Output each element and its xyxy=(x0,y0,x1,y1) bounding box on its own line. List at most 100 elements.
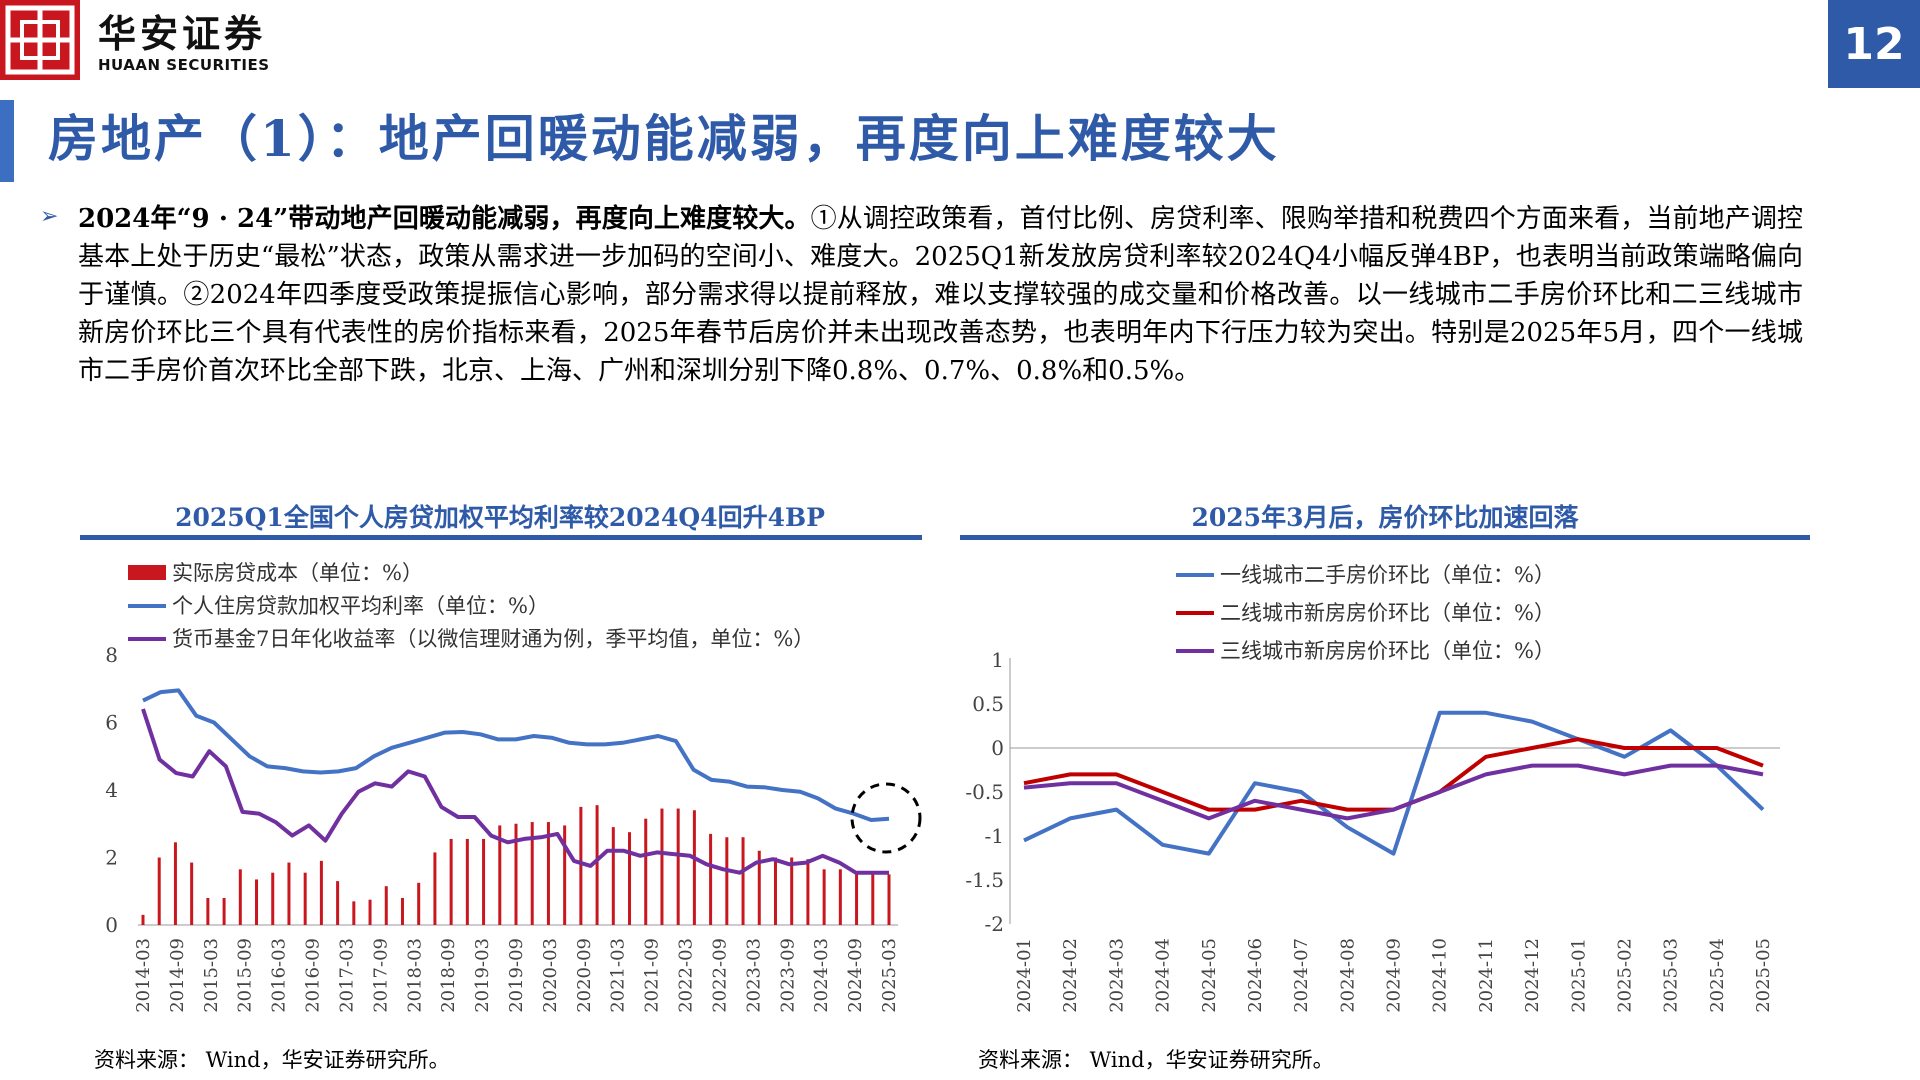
left-bar xyxy=(530,822,534,925)
left-bar xyxy=(741,837,745,925)
left-bar xyxy=(206,898,210,925)
left-bar xyxy=(644,818,648,925)
left-x-tick-label: 2019-09 xyxy=(506,938,527,1013)
left-x-tick-label: 2023-09 xyxy=(777,938,798,1013)
left-bar xyxy=(514,823,518,925)
left-bar xyxy=(822,869,826,925)
left-legend-label: 实际房贷成本（单位：%） xyxy=(172,561,423,585)
right-chart-source: 资料来源： Wind，华安证券研究所。 xyxy=(978,1048,1334,1072)
title-accent-bar xyxy=(0,100,14,182)
left-x-tick-label: 2017-09 xyxy=(370,938,391,1013)
right-x-tick-label: 2025-02 xyxy=(1614,938,1635,1013)
left-chart-title: 2025Q1全国个人房贷加权平均利率较2024Q4回升4BP xyxy=(175,503,825,532)
left-chart-rule xyxy=(80,535,922,540)
left-bar xyxy=(384,886,388,925)
left-bar xyxy=(255,879,259,925)
left-x-tick-label: 2021-03 xyxy=(608,938,629,1013)
left-bar xyxy=(579,806,583,925)
left-x-tick-label: 2024-09 xyxy=(845,938,866,1013)
left-legend-label: 个人住房贷款加权平均利率（单位：%） xyxy=(172,594,549,618)
right-y-tick-label: 0 xyxy=(991,736,1004,760)
left-bar xyxy=(271,872,275,925)
right-chart: -2 -1.5 -1 -0.5 0 0.5 1 2024-01 2024-02 2024-03 20… xyxy=(965,563,1780,1013)
bullet-arrow-icon: ➢ xyxy=(40,204,59,229)
left-x-tick-label: 2020-03 xyxy=(540,938,561,1013)
body-paragraph: 2024年“9 · 24”带动地产回暖动能减弱，再度向上难度较大。①从调控政策看… xyxy=(78,200,1803,390)
left-x-tick-label: 2022-03 xyxy=(676,938,697,1013)
left-bar xyxy=(692,810,696,925)
left-legend-swatch xyxy=(128,565,166,580)
huaan-logo xyxy=(0,0,80,80)
left-bar xyxy=(449,838,453,925)
brand: 华安证券 HUAAN SECURITIES xyxy=(98,11,270,75)
right-x-tick-label: 2024-07 xyxy=(1291,938,1312,1013)
right-y-tick-label: 1 xyxy=(991,648,1004,672)
right-y-tick-label: -1.5 xyxy=(965,868,1004,892)
right-x-tick-label: 2024-02 xyxy=(1060,938,1081,1013)
left-bar xyxy=(287,862,291,925)
left-x-tick-label: 2016-09 xyxy=(303,938,324,1013)
left-bar xyxy=(222,898,226,925)
right-x-tick-label: 2024-10 xyxy=(1430,938,1451,1013)
left-x-tick-label: 2023-03 xyxy=(743,938,764,1013)
left-bar xyxy=(157,857,161,925)
left-y-tick-label: 0 xyxy=(105,913,118,937)
left-bar xyxy=(806,859,810,925)
right-line-tier3-new xyxy=(1023,763,1764,821)
page-number: 12 xyxy=(1828,0,1920,88)
left-y-tick-label: 4 xyxy=(105,778,118,802)
right-x-tick-label: 2024-09 xyxy=(1384,938,1405,1013)
left-bar xyxy=(173,842,177,925)
left-bar xyxy=(595,805,599,925)
left-bar xyxy=(352,901,356,925)
left-y-tick-label: 6 xyxy=(105,711,118,735)
left-x-tick-label: 2014-09 xyxy=(167,938,188,1013)
left-x-tick-label: 2021-09 xyxy=(642,938,663,1013)
left-bar xyxy=(190,862,194,925)
left-bar xyxy=(303,872,307,925)
right-y-tick-label: -0.5 xyxy=(965,780,1004,804)
right-x-tick-label: 2024-05 xyxy=(1199,938,1220,1013)
left-bar xyxy=(709,833,713,925)
brand-name-cn: 华安证券 xyxy=(98,11,267,56)
left-bar xyxy=(660,808,664,925)
left-line-money-fund-yield xyxy=(141,708,889,875)
right-x-tick-label: 2024-01 xyxy=(1014,938,1035,1013)
left-bar xyxy=(611,827,615,925)
right-x-tick-label: 2024-06 xyxy=(1245,938,1266,1013)
left-bar xyxy=(628,832,632,925)
brand-name-en: HUAAN SECURITIES xyxy=(98,56,270,74)
right-x-tick-label: 2024-12 xyxy=(1522,938,1543,1013)
right-chart-rule xyxy=(960,535,1810,540)
right-y-tick-label: -2 xyxy=(985,912,1004,936)
left-bar xyxy=(498,825,502,925)
left-bar xyxy=(465,838,469,925)
right-x-tick-label: 2024-03 xyxy=(1106,938,1127,1013)
left-bar xyxy=(871,874,875,925)
right-legend-label: 一线城市二手房价环比（单位：%） xyxy=(1220,563,1555,587)
left-bar xyxy=(773,857,777,925)
left-bar xyxy=(482,838,486,925)
left-chart: 0 2 4 6 8 2014-03 2014-09 2015-03 2015-09 2016-03… xyxy=(105,561,922,1013)
right-x-tick-label: 2025-05 xyxy=(1753,938,1774,1013)
left-bar xyxy=(141,914,145,925)
left-legend-label: 货币基金7日年化收益率（以微信理财通为例，季平均值，单位：%） xyxy=(172,627,814,651)
left-bar xyxy=(757,850,761,925)
left-x-tick-label: 2022-09 xyxy=(709,938,730,1013)
left-x-tick-label: 2018-09 xyxy=(438,938,459,1013)
left-bar xyxy=(546,822,550,925)
left-x-tick-label: 2014-03 xyxy=(133,938,154,1013)
left-bar xyxy=(238,869,242,925)
left-y-tick-label: 2 xyxy=(105,846,118,870)
right-x-tick-label: 2024-04 xyxy=(1153,938,1174,1013)
right-line-tier2-new xyxy=(1023,737,1764,812)
left-bar xyxy=(887,874,891,925)
left-bar xyxy=(563,825,567,925)
left-x-tick-label: 2016-03 xyxy=(269,938,290,1013)
left-bar xyxy=(855,874,859,925)
left-x-tick-label: 2017-03 xyxy=(336,938,357,1013)
slide-title: 房地产（1）：地产回暖动能减弱，再度向上难度较大 xyxy=(48,109,1280,168)
left-bar xyxy=(790,857,794,925)
left-x-tick-label: 2018-03 xyxy=(404,938,425,1013)
left-y-tick-label: 8 xyxy=(105,643,118,667)
